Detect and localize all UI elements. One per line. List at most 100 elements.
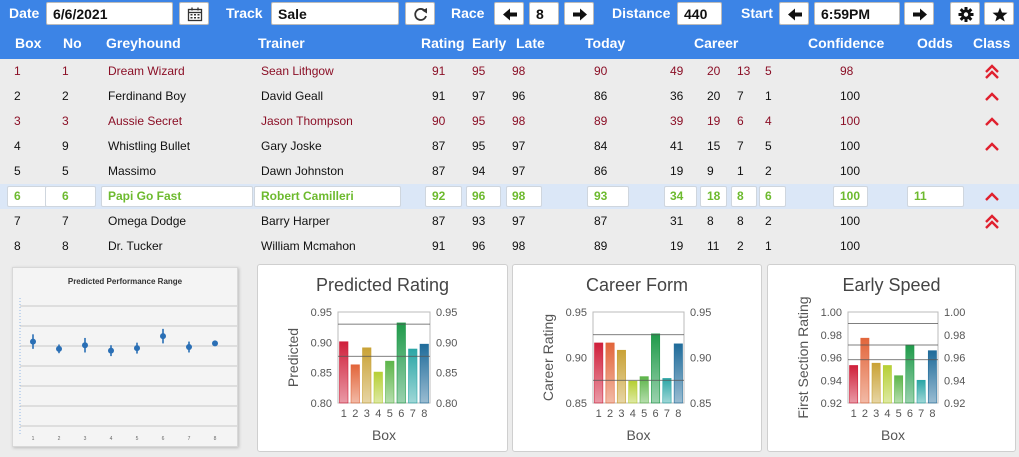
col-trainer[interactable]: Trainer — [258, 35, 305, 51]
col-class[interactable]: Class — [973, 35, 1011, 51]
bar — [894, 375, 904, 404]
col-career[interactable]: Career — [694, 35, 739, 51]
refresh-icon — [414, 8, 427, 21]
cell-career-thirds: 1 — [765, 239, 772, 253]
arrow-left-icon — [788, 8, 802, 21]
col-box[interactable]: Box — [15, 35, 42, 51]
early-speed-title: Early Speed — [842, 275, 941, 295]
favorite-button[interactable] — [984, 2, 1014, 25]
early-speed-chart: 0.92 0.92 0.94 0.94 0.96 0.96 0.98 0.98 1.00 1.00… — [795, 296, 965, 443]
x-tick-label: 5 — [896, 408, 902, 420]
cell-career-wins: 20 — [707, 64, 721, 78]
career-form-panel: Career Form 0.85 0.85 0.90 0.90 0.95 0.95 1 2 3 4… — [512, 264, 762, 452]
col-early[interactable]: Early — [472, 35, 507, 51]
y-tick-label: 0.92 — [821, 398, 842, 410]
cell-field[interactable] — [664, 186, 697, 207]
career-form-chart: 0.85 0.85 0.90 0.90 0.95 0.95 1 2 3 4 5 6 7 8 Box Caree… — [540, 307, 711, 443]
track-input[interactable]: Sale — [271, 2, 399, 25]
data-point — [212, 340, 218, 347]
cell-box: 7 — [14, 214, 21, 228]
cell-today: 93 — [594, 189, 608, 203]
race-next-button[interactable] — [564, 2, 594, 25]
arrow-right-icon — [913, 8, 927, 21]
cell-early: 95 — [472, 139, 486, 153]
y-tick-label: 0.85 — [311, 368, 332, 380]
cell-early: 95 — [472, 114, 486, 128]
start-next-button[interactable] — [904, 2, 934, 25]
cell-career-thirds: 5 — [765, 64, 772, 78]
cell-field[interactable] — [466, 186, 501, 207]
table-row[interactable]: 2 2 Ferdinand Boy David Geall 91 97 96 86 36 20 7 1… — [0, 84, 1019, 109]
x-tick-label: 4 — [630, 408, 636, 420]
bar — [385, 360, 395, 404]
table-row[interactable]: 7 7 Omega Dodge Barry Harper 87 93 97 87 31 8 8 2 10… — [0, 209, 1019, 234]
cell-career-wins: 20 — [707, 89, 721, 103]
cell-today: 87 — [594, 214, 608, 228]
cell-rating: 87 — [432, 164, 446, 178]
table-row[interactable]: 5 5 Massimo Dawn Johnston 87 94 97 86 19 9 1 2 100 — [0, 159, 1019, 184]
start-prev-button[interactable] — [779, 2, 809, 25]
race-prev-button[interactable] — [494, 2, 524, 25]
x-tick-label: 1 — [851, 408, 857, 420]
settings-button[interactable] — [950, 2, 980, 25]
cell-greyhound: Whistling Bullet — [108, 139, 191, 153]
col-greyhound[interactable]: Greyhound — [106, 35, 181, 51]
bar — [339, 341, 349, 404]
table-row[interactable]: 6 6 Papi Go Fast Robert Camilleri 92 96 98 93 34… — [0, 184, 1019, 209]
bar — [871, 362, 881, 404]
cell-rating: 87 — [432, 139, 446, 153]
col-rating[interactable]: Rating — [421, 35, 465, 51]
y-tick-label: 0.85 — [690, 398, 711, 410]
col-no[interactable]: No — [63, 35, 82, 51]
cell-field[interactable] — [731, 186, 757, 207]
cell-field[interactable] — [254, 186, 401, 207]
col-odds[interactable]: Odds — [917, 35, 953, 51]
cell-field[interactable] — [700, 186, 727, 207]
y-tick-label: 0.95 — [311, 307, 332, 319]
table-row[interactable]: 3 3 Aussie Secret Jason Thompson 90 95 98 89 39 1… — [0, 109, 1019, 134]
cell-field[interactable] — [759, 186, 786, 207]
cell-box: 2 — [14, 89, 21, 103]
table-row[interactable]: 4 9 Whistling Bullet Gary Joske 87 95 97 84 41 15… — [0, 134, 1019, 159]
cell-field[interactable] — [101, 186, 253, 207]
x-tick-label: 2 — [58, 436, 61, 442]
calendar-icon — [187, 7, 203, 22]
cell-confidence: 98 — [840, 64, 854, 78]
cell-greyhound: Omega Dodge — [108, 214, 187, 228]
cell-trainer: William Mcmahon — [261, 239, 356, 253]
table-row[interactable]: 8 8 Dr. Tucker William Mcmahon 91 96 98 89 19 11 2… — [0, 234, 1019, 259]
start-time-input[interactable]: 6:59PM — [814, 2, 900, 25]
predicted-rating-panel: Predicted Rating 0.80 0.80 0.85 0.85 0.90 0.9… — [257, 264, 508, 452]
cell-field[interactable] — [907, 186, 964, 207]
cell-no: 8 — [62, 239, 69, 253]
cell-trainer: Jason Thompson — [261, 114, 353, 128]
y-tick-label: 0.95 — [566, 307, 587, 319]
gear-icon — [958, 7, 974, 22]
cell-career-thirds: 6 — [765, 189, 772, 203]
x-tick-label: 8 — [421, 408, 427, 420]
col-today[interactable]: Today — [585, 35, 626, 51]
x-axis-label: Box — [881, 427, 905, 443]
cell-confidence: 100 — [840, 239, 861, 253]
distance-input[interactable]: 440 — [677, 2, 722, 25]
x-axis-label: Box — [626, 427, 650, 443]
table-row[interactable]: 1 1 Dream Wizard Sean Lithgow 91 95 98 90 49 20 13… — [0, 59, 1019, 84]
x-tick-label: 3 — [364, 408, 370, 420]
plot-frame — [592, 311, 685, 404]
col-confidence[interactable]: Confidence — [808, 35, 885, 51]
bar — [419, 343, 429, 404]
calendar-button[interactable] — [179, 2, 209, 25]
cell-field[interactable] — [45, 186, 96, 207]
date-input[interactable]: 6/6/2021 — [46, 2, 173, 25]
refresh-button[interactable] — [405, 2, 435, 25]
cell-field[interactable] — [506, 186, 542, 207]
race-input[interactable]: 8 — [529, 2, 559, 25]
cell-greyhound: Papi Go Fast — [108, 189, 182, 203]
cell-field[interactable] — [7, 186, 47, 207]
col-late[interactable]: Late — [516, 35, 545, 51]
cell-field[interactable] — [833, 186, 868, 207]
x-tick-label: 8 — [675, 408, 681, 420]
cell-field[interactable] — [587, 186, 629, 207]
cell-trainer: Gary Joske — [261, 139, 322, 153]
cell-field[interactable] — [425, 186, 462, 207]
